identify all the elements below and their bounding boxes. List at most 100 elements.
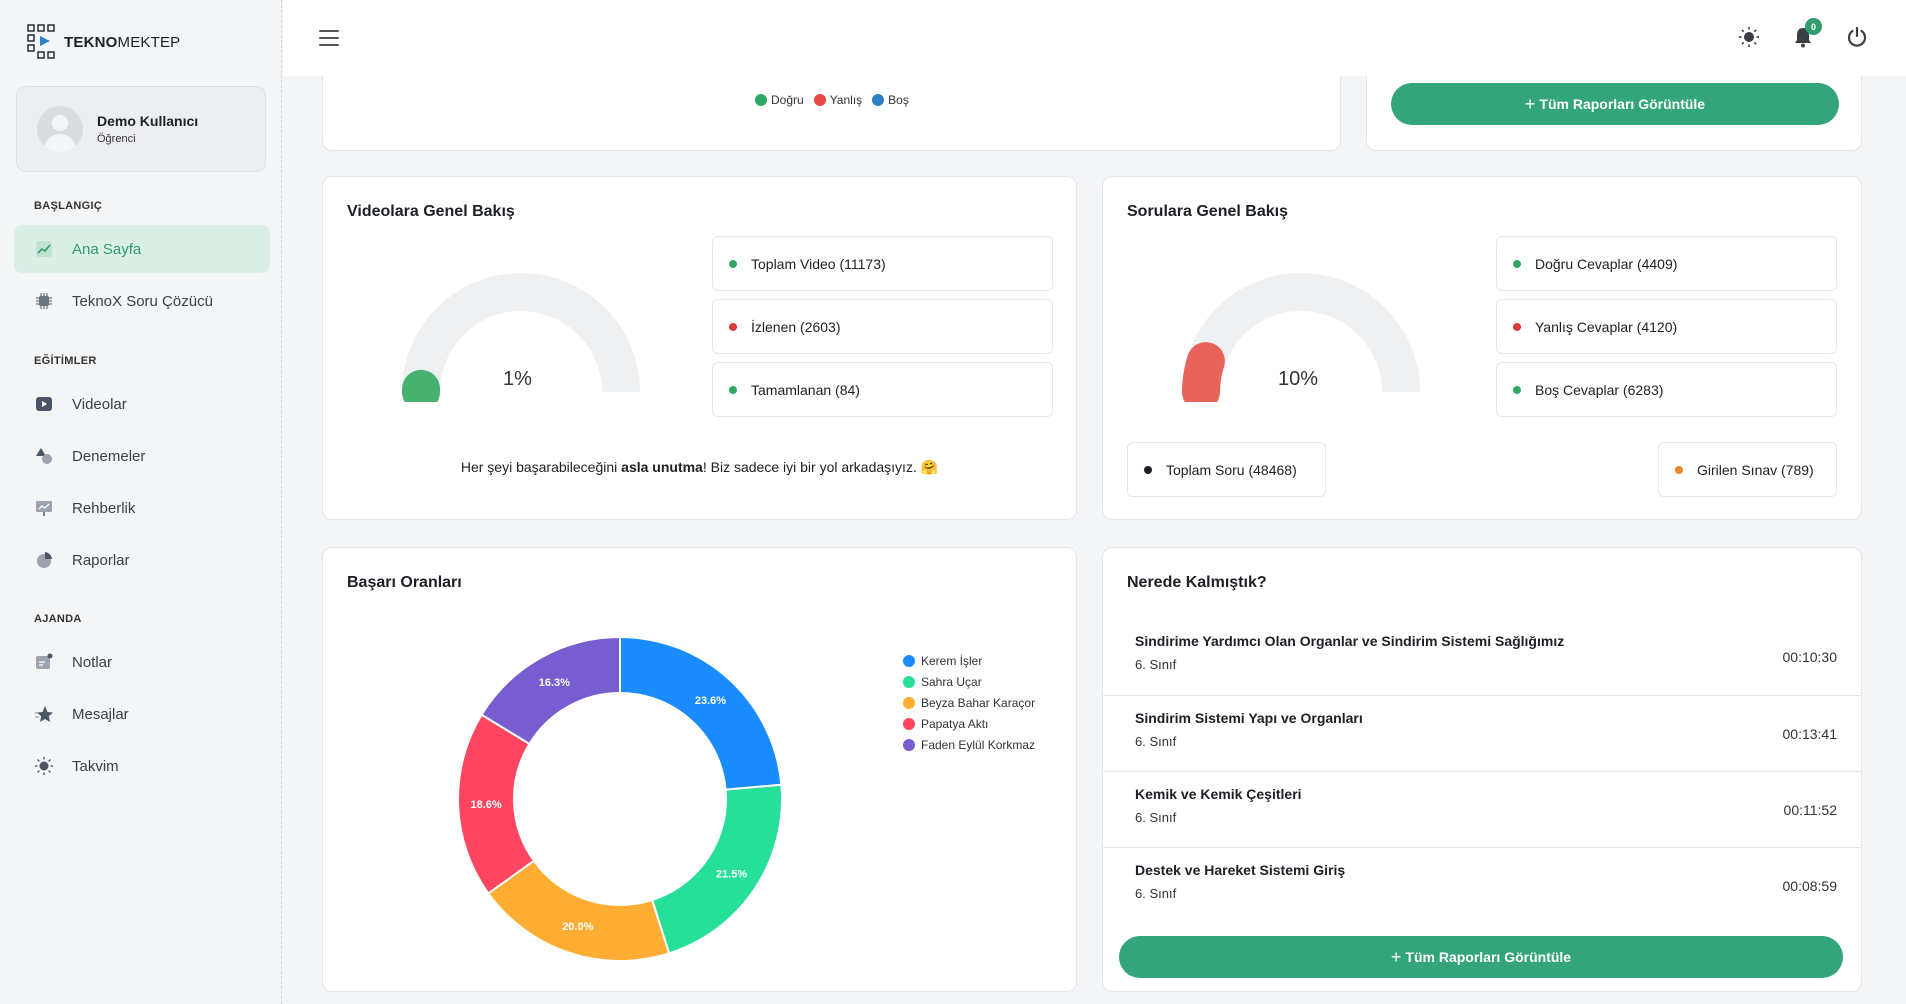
section-title-agenda: AJANDA [34,613,82,625]
chip-icon [34,291,54,311]
slice-label: 16.3% [539,677,570,689]
lesson-time: 00:11:52 [1783,802,1837,818]
power-icon[interactable] [1844,24,1870,50]
pie-icon [34,550,54,570]
lesson-title: Sindirime Yardımcı Olan Organlar ve Sind… [1135,633,1565,649]
stat-exams-taken: Girilen Sınav (789) [1658,442,1837,497]
sidebar-item-solver[interactable]: TeknoX Soru Çözücü [14,277,270,325]
motto-text: Her şeyi başarabileceğini asla unutma! B… [460,459,939,475]
status-dot [1675,465,1683,474]
status-dot [1513,322,1521,331]
donut-slice[interactable] [480,635,621,746]
legend-item[interactable]: Kerem İşler [903,650,1035,671]
sidebar-item-label: Mesajlar [72,705,129,723]
questions-gauge-value: 10% [1278,368,1319,390]
logo[interactable]: TEKNOMEKTEP [26,22,180,62]
legend-label: Papatya Aktı [921,716,989,731]
brand-name: TEKNOMEKTEP [64,33,181,51]
legend-item-wrong[interactable]: Yanlış [813,93,862,107]
gauge-fill [1182,342,1225,402]
status-dot [1513,385,1521,394]
legend-swatch [903,717,915,730]
sidebar-item-calendar[interactable]: Takvim [14,742,270,790]
sidebar-item-messages[interactable]: Mesajlar [14,690,270,738]
theme-toggle-sun-icon[interactable] [1736,24,1762,50]
user-role: Öğrenci [97,133,136,145]
status-dot [729,259,737,268]
chart-icon [34,239,54,259]
donut-slice[interactable] [486,859,671,962]
donut-slice[interactable] [619,635,783,791]
lesson-title: Sindirim Sistemi Yapı ve Organları [1135,710,1363,726]
legend-swatch [903,675,915,688]
sidebar-item-exams[interactable]: Denemeler [14,432,270,480]
stat-watched: İzlenen (2603) [712,299,1053,354]
star-chat-icon [34,704,54,724]
sidebar-item-label: Takvim [72,757,119,775]
stat-correct-answers: Doğru Cevaplar (4409) [1496,236,1837,291]
sidebar-item-label: Rehberlik [72,499,136,517]
plus-icon: + [1390,946,1402,967]
sidebar-item-label: Notlar [72,653,113,671]
video-icon [34,394,54,414]
stat-total-videos: Toplam Video (11173) [712,236,1053,291]
plus-icon: + [1524,93,1536,114]
section-title-start: BAŞLANGIÇ [34,200,103,212]
success-rates-card: Başarı Oranları 23.6% 21.5% 20.0% 18.6% 16.3… [322,547,1077,992]
status-dot [1144,465,1152,474]
legend-label: Kerem İşler [921,653,983,668]
success-donut-chart: 23.6% 21.5% 20.0% 18.6% 16.3% [457,635,783,962]
legend-item-empty[interactable]: Boş [872,93,909,107]
stat-completed: Tamamlanan (84) [712,362,1053,417]
view-all-reports-button[interactable]: + Tüm Raporları Görüntüle [1119,936,1843,978]
list-item[interactable]: Destek ve Hareket Sistemi Giriş 6. Sınıf… [1103,847,1861,923]
videos-overview-card: Videolara Genel Bakış 1% Toplam Video (1… [322,176,1077,520]
legend-item[interactable]: Faden Eylül Korkmaz [903,734,1035,755]
resume-card: Nerede Kalmıştık? Sindirime Yardımcı Ola… [1102,547,1862,992]
status-dot [1513,259,1521,268]
chart-legend: Doğru Yanlış Boş [755,93,909,107]
sidebar-item-home[interactable]: Ana Sayfa [14,225,270,273]
sidebar-item-label: Videolar [72,395,127,413]
notification-bell-icon[interactable]: 0 [1790,18,1822,50]
view-all-reports-button[interactable]: + Tüm Raporları Görüntüle [1391,83,1839,125]
card-title: Nerede Kalmıştık? [1127,574,1267,591]
legend-label: Faden Eylül Korkmaz [921,737,1036,752]
legend-label: Beyza Bahar Karaçor [921,695,1036,710]
status-dot [729,322,737,331]
lesson-grade: 6. Sınıf [1135,886,1177,901]
sun-icon [34,756,54,776]
note-icon [34,652,54,672]
sidebar-item-label: Ana Sayfa [72,240,142,258]
lesson-time: 00:13:41 [1782,726,1838,742]
list-item[interactable]: Kemik ve Kemik Çeşitleri 6. Sınıf 00:11:… [1103,771,1861,847]
list-item[interactable]: Sindirim Sistemi Yapı ve Organları 6. Sı… [1103,695,1861,771]
sidebar-item-notes[interactable]: Notlar [14,638,270,686]
legend-item[interactable]: Papatya Aktı [903,713,1035,734]
menu-icon[interactable] [319,30,339,46]
logo-icon [27,24,55,59]
slice-label: 20.0% [562,921,593,933]
stat-total-questions: Toplam Soru (48468) [1127,442,1326,497]
user-profile-card[interactable]: Demo Kullanıcı Öğrenci [16,86,266,172]
top-header: 0 [283,0,1906,76]
shapes-icon [34,446,54,466]
list-item[interactable]: Sindirime Yardımcı Olan Organlar ve Sind… [1103,619,1861,695]
lesson-title: Destek ve Hareket Sistemi Giriş [1135,862,1346,878]
slice-label: 21.5% [716,868,747,880]
user-name: Demo Kullanıcı [97,113,199,129]
stat-empty-answers: Boş Cevaplar (6283) [1496,362,1837,417]
presentation-icon [34,498,54,518]
sidebar-item-guidance[interactable]: Rehberlik [14,484,270,532]
sidebar-item-reports[interactable]: Raporlar [14,536,270,584]
legend-item-correct[interactable]: Doğru [755,93,804,107]
lesson-time: 00:10:30 [1782,649,1838,665]
legend-swatch [903,738,915,751]
legend-item[interactable]: Beyza Bahar Karaçor [903,692,1035,713]
sidebar-item-videos[interactable]: Videolar [14,380,270,428]
slice-label: 18.6% [470,799,501,811]
notification-count-badge: 0 [1805,18,1822,35]
section-title-education: EĞİTİMLER [34,355,97,367]
legend-item[interactable]: Sahra Uçar [903,671,1035,692]
card-title: Başarı Oranları [347,574,462,591]
